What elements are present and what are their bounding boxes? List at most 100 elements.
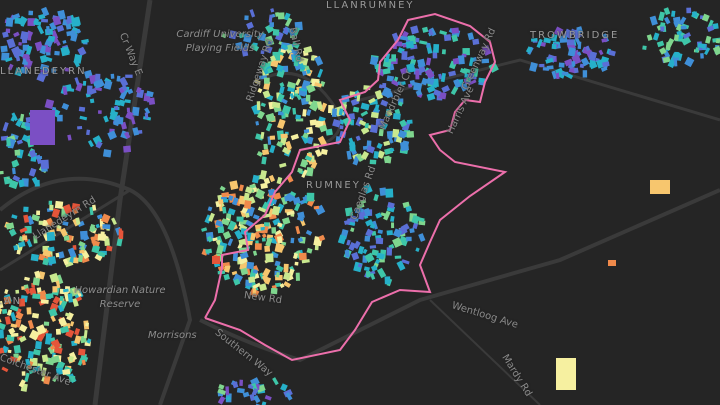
building	[307, 136, 314, 145]
building	[123, 145, 132, 153]
building	[399, 141, 410, 152]
building	[11, 214, 18, 220]
poi-howardian-nature-reserve: Howardian Nature Reserve	[74, 285, 166, 310]
building	[41, 6, 50, 17]
building	[253, 231, 261, 239]
building	[665, 42, 672, 51]
building	[0, 170, 4, 175]
building	[370, 111, 379, 119]
building	[373, 151, 379, 159]
building	[254, 188, 266, 200]
building	[289, 93, 295, 99]
building	[255, 121, 260, 126]
building	[56, 224, 62, 230]
building	[114, 99, 121, 106]
building	[337, 234, 347, 245]
building	[433, 89, 442, 97]
building	[673, 34, 680, 41]
building	[426, 42, 431, 48]
building	[264, 245, 271, 252]
building	[21, 371, 26, 376]
building	[89, 224, 97, 232]
building	[31, 312, 40, 319]
building	[385, 188, 394, 198]
building	[206, 235, 213, 243]
building	[395, 136, 403, 144]
building	[222, 206, 227, 214]
building	[232, 197, 239, 206]
building	[419, 40, 428, 45]
building	[93, 79, 102, 89]
building	[13, 344, 22, 354]
building	[295, 118, 304, 122]
building	[7, 63, 14, 71]
building	[69, 254, 77, 264]
building	[205, 248, 213, 254]
building	[229, 180, 239, 190]
building	[270, 287, 278, 295]
building	[356, 203, 365, 209]
building	[44, 335, 52, 345]
building	[238, 184, 244, 192]
building	[391, 79, 400, 87]
building	[398, 101, 404, 107]
building	[20, 66, 29, 74]
building	[369, 245, 377, 249]
building	[411, 214, 420, 224]
building	[19, 113, 25, 122]
building	[680, 25, 687, 30]
building	[55, 367, 64, 376]
building	[360, 126, 370, 135]
building	[225, 395, 232, 402]
building	[116, 237, 123, 247]
building	[343, 219, 351, 225]
building	[34, 179, 40, 187]
building	[401, 50, 408, 60]
building	[413, 82, 423, 92]
building	[294, 261, 299, 266]
building	[364, 123, 370, 129]
building	[289, 191, 297, 197]
building	[320, 148, 328, 156]
building	[55, 279, 61, 289]
building	[473, 68, 479, 77]
building	[207, 206, 213, 212]
building	[257, 206, 267, 213]
building	[111, 217, 117, 226]
building	[61, 208, 66, 217]
building	[332, 118, 341, 128]
building	[26, 215, 35, 226]
building	[304, 155, 313, 162]
building	[252, 214, 260, 220]
building	[22, 235, 28, 241]
road	[359, 58, 720, 122]
building	[65, 312, 70, 317]
building	[70, 30, 76, 38]
building	[18, 335, 27, 343]
building	[262, 267, 271, 278]
building	[63, 235, 70, 241]
building	[585, 45, 591, 51]
building	[283, 27, 289, 34]
building	[24, 225, 32, 234]
building	[396, 260, 406, 271]
place-label-rumney: RUMNEY	[306, 180, 361, 191]
building	[105, 245, 113, 252]
building	[407, 35, 415, 41]
building	[363, 183, 373, 194]
building	[272, 218, 281, 226]
building	[232, 252, 238, 262]
building	[424, 68, 435, 80]
building	[222, 230, 232, 240]
building	[656, 40, 665, 48]
building	[602, 33, 610, 43]
building	[32, 348, 41, 356]
building	[406, 63, 416, 74]
building	[59, 296, 64, 301]
building	[306, 109, 312, 117]
building	[428, 29, 434, 36]
building	[257, 32, 267, 42]
building	[11, 112, 18, 122]
building	[13, 244, 19, 251]
